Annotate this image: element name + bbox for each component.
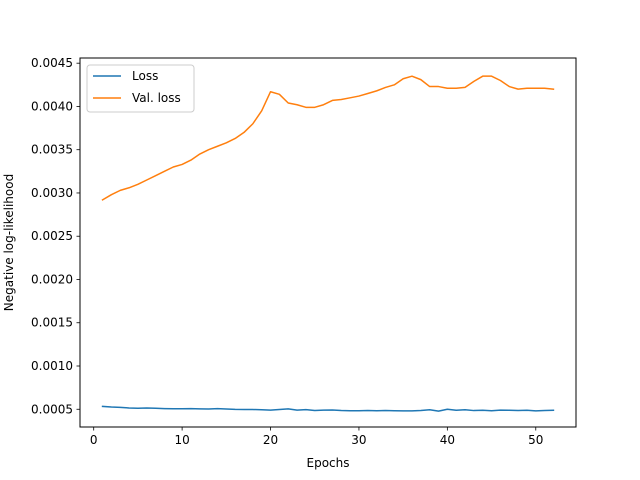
y-tick-label: 0.0010 (31, 359, 73, 373)
legend-label-loss: Loss (132, 69, 158, 83)
x-tick-label: 10 (174, 433, 189, 447)
legend: Loss Val. loss (86, 64, 195, 113)
y-tick-label: 0.0025 (31, 229, 73, 243)
x-tick-label: 40 (440, 433, 455, 447)
x-tick-label: 0 (90, 433, 98, 447)
y-tick-label: 0.0015 (31, 316, 73, 330)
x-axis-label: Epochs (307, 456, 350, 470)
plot-frame (79, 57, 577, 428)
x-tick-label: 50 (528, 433, 543, 447)
y-tick-label: 0.0005 (31, 402, 73, 416)
y-tick-label: 0.0030 (31, 186, 73, 200)
y-tick-label: 0.0045 (31, 56, 73, 70)
series-line-loss (101, 405, 555, 412)
legend-label-val-loss: Val. loss (132, 91, 181, 105)
x-tick-label: 30 (351, 433, 366, 447)
series-layer (101, 75, 555, 412)
x-tick-label: 20 (263, 433, 278, 447)
y-tick-label: 0.0035 (31, 143, 73, 157)
series-line-val-loss (101, 75, 555, 201)
y-axis-ticks: 0.0005 0.0010 0.0015 0.0020 0.0025 0.0030 0.00… (31, 56, 80, 416)
x-axis-ticks: 0 10 20 30 40 50 (90, 427, 543, 447)
y-tick-label: 0.0040 (31, 99, 73, 113)
y-tick-label: 0.0020 (31, 272, 73, 286)
y-axis-label: Negative log-likelihood (2, 174, 16, 311)
